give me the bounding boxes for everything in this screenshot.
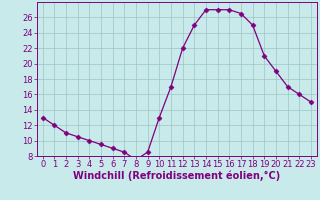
X-axis label: Windchill (Refroidissement éolien,°C): Windchill (Refroidissement éolien,°C) [73,171,280,181]
